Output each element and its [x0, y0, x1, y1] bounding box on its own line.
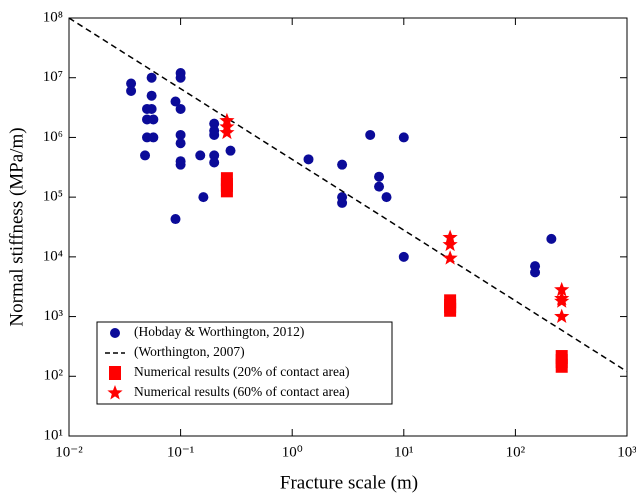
point — [530, 267, 541, 278]
y-axis-label: Normal stiffness (MPa/m) — [6, 127, 27, 326]
y-tick-label: 10⁵ — [43, 189, 63, 205]
point — [209, 125, 220, 136]
y-tick-label: 10⁸ — [43, 9, 63, 25]
point — [146, 103, 157, 114]
point — [442, 250, 458, 265]
x-tick-label: 10² — [506, 444, 526, 460]
y-tick-label: 10¹ — [44, 427, 64, 443]
x-tick-label: 10⁻¹ — [167, 444, 194, 460]
point — [546, 233, 557, 244]
y-tick-label: 10⁶ — [43, 129, 63, 145]
x-tick-label: 10⁰ — [282, 444, 303, 460]
y-tick-label: 10³ — [44, 308, 64, 324]
point — [146, 72, 157, 83]
point — [220, 183, 233, 198]
legend-label: Numerical results (20% of contact area) — [134, 364, 350, 379]
point — [398, 251, 409, 262]
point — [554, 293, 570, 308]
legend-marker — [109, 366, 121, 380]
legend-label: (Worthington, 2007) — [134, 344, 245, 359]
point — [209, 150, 220, 161]
point — [198, 192, 209, 203]
point — [148, 114, 159, 125]
point — [146, 90, 157, 101]
point — [175, 138, 186, 149]
plot-frame — [68, 17, 628, 437]
point — [374, 181, 385, 192]
point — [148, 132, 159, 143]
point — [555, 358, 568, 373]
x-tick-label: 10³ — [617, 444, 636, 460]
point — [140, 150, 151, 161]
point — [219, 124, 235, 140]
point — [225, 145, 236, 156]
point — [554, 308, 570, 324]
point — [365, 129, 376, 140]
point — [126, 78, 137, 89]
point — [175, 72, 186, 83]
y-tick-label: 10⁴ — [43, 248, 63, 264]
point — [303, 154, 314, 165]
x-tick-label: 10⁻² — [55, 444, 83, 460]
point — [170, 96, 181, 107]
point — [209, 157, 220, 168]
point — [444, 302, 457, 317]
trend-line — [68, 17, 628, 373]
point — [175, 103, 186, 114]
y-tick-label: 10² — [44, 368, 64, 384]
point — [337, 159, 348, 170]
point — [195, 150, 206, 161]
point — [554, 281, 570, 297]
point — [126, 85, 137, 96]
point — [175, 159, 186, 170]
point — [175, 129, 186, 140]
point — [374, 171, 385, 182]
legend-label: Numerical results (60% of contact area) — [134, 384, 350, 399]
point — [381, 192, 392, 203]
point — [398, 132, 409, 143]
point — [442, 236, 458, 252]
x-tick-label: 10¹ — [394, 444, 414, 460]
point — [170, 214, 181, 225]
legend-box — [96, 321, 393, 405]
legend-marker — [107, 385, 123, 400]
x-axis-label: Fracture scale (m) — [280, 472, 418, 493]
y-tick-label: 10⁷ — [43, 69, 63, 85]
legend: (Hobday & Worthington, 2012) (Worthington… — [96, 321, 393, 405]
legend-marker — [110, 328, 120, 338]
legend-label: (Hobday & Worthington, 2012) — [134, 324, 304, 339]
point — [337, 197, 348, 208]
point — [209, 118, 220, 129]
